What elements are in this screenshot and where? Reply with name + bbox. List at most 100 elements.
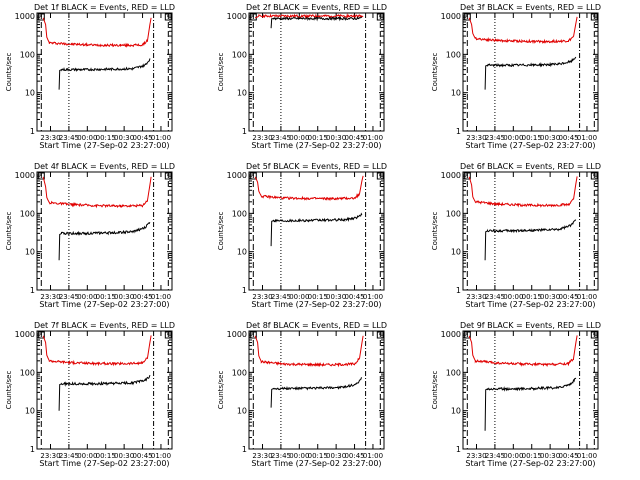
panel-2: Det 2f BLACK = Events, RED = LLD Counts/s…: [217, 3, 387, 150]
x-axis-label: Start Time (27-Sep-02 23:27:00): [39, 459, 169, 468]
x-tick-label: 00:30: [326, 134, 346, 142]
plot-frame: [36, 12, 173, 132]
x-tick-label: 01:00: [363, 293, 383, 301]
chart-title: Det 1f BLACK = Events, RED = LLD: [34, 3, 175, 12]
y-axis-label: Counts/sec: [431, 53, 439, 92]
y-tick-label: 10: [237, 248, 247, 257]
x-tick-label: 01:00: [363, 452, 383, 460]
y-tick-label: 1: [456, 445, 461, 454]
x-tick-label: 01:00: [151, 293, 171, 301]
chart-title: Det 9f BLACK = Events, RED = LLD: [460, 321, 601, 330]
x-axis-label: Start Time (27-Sep-02 23:27:00): [465, 300, 595, 309]
marker-box: [590, 331, 598, 339]
x-tick-label: 00:00: [77, 452, 97, 460]
chart-title: Det 6f BLACK = Events, RED = LLD: [460, 162, 601, 171]
y-axis-label: Counts/sec: [431, 212, 439, 251]
x-tick-label: 01:00: [151, 134, 171, 142]
y-tick-label: 1000: [227, 171, 247, 180]
x-axis-label: Start Time (27-Sep-02 23:27:00): [39, 300, 169, 309]
marker-box: [249, 331, 257, 339]
plot-frame: [36, 330, 173, 450]
x-tick-label: 01:00: [577, 452, 597, 460]
y-axis-label: Counts/sec: [5, 212, 13, 251]
x-tick-label: 00:15: [308, 452, 328, 460]
y-tick-label: 100: [446, 50, 461, 59]
events-series: [484, 377, 577, 431]
lld-series: [42, 176, 152, 209]
x-tick-label: 00:15: [308, 293, 328, 301]
y-axis-label: Counts/sec: [217, 371, 225, 410]
x-tick-label: 00:30: [114, 452, 134, 460]
x-tick-label: 00:00: [289, 134, 309, 142]
x-tick-label: 01:00: [577, 134, 597, 142]
panel-7: Det 7f BLACK = Events, RED = LLD Counts/s…: [5, 321, 175, 468]
x-tick-label: 00:00: [77, 293, 97, 301]
marker-box: [463, 13, 471, 21]
x-tick-label: 00:00: [503, 452, 523, 460]
x-tick-label: 00:15: [522, 452, 542, 460]
y-tick-label: 1: [242, 445, 247, 454]
x-tick-label: 23:45: [485, 293, 505, 301]
y-tick-label: 10: [451, 407, 461, 416]
events-series: [58, 221, 151, 261]
y-axis-label: Counts/sec: [217, 212, 225, 251]
lld-series: [254, 13, 364, 19]
plot-frame: [248, 330, 385, 450]
y-tick-label: 100: [20, 50, 35, 59]
x-tick-label: 00:30: [540, 134, 560, 142]
x-tick-label: 00:30: [326, 452, 346, 460]
y-axis-label: Counts/sec: [431, 371, 439, 410]
lld-series: [42, 17, 152, 48]
y-tick-label: 10: [25, 89, 35, 98]
marker-box: [376, 172, 384, 180]
marker-box: [590, 13, 598, 21]
plot-frame: [248, 171, 385, 291]
x-tick-label: 00:45: [344, 134, 364, 142]
x-tick-label: 00:30: [114, 293, 134, 301]
y-tick-label: 100: [232, 50, 247, 59]
y-tick-label: 100: [20, 368, 35, 377]
x-tick-label: 00:00: [503, 293, 523, 301]
plot-frame: [36, 171, 173, 291]
x-axis-label: Start Time (27-Sep-02 23:27:00): [465, 141, 595, 150]
marker-box: [164, 172, 172, 180]
x-tick-label: 00:15: [522, 134, 542, 142]
y-tick-label: 10: [451, 248, 461, 257]
x-tick-label: 00:00: [289, 293, 309, 301]
x-tick-label: 00:45: [344, 452, 364, 460]
plot-frame: [462, 171, 599, 291]
x-tick-label: 23:30: [466, 293, 486, 301]
events-series: [58, 58, 151, 90]
y-tick-label: 1000: [441, 330, 461, 339]
x-tick-label: 00:30: [326, 293, 346, 301]
x-tick-label: 23:45: [59, 452, 79, 460]
x-tick-label: 23:45: [271, 293, 291, 301]
x-tick-label: 00:45: [132, 452, 152, 460]
x-tick-label: 00:45: [132, 293, 152, 301]
x-tick-label: 00:15: [96, 452, 116, 460]
y-axis-label: Counts/sec: [5, 53, 13, 92]
x-tick-label: 23:30: [40, 134, 60, 142]
x-tick-label: 00:15: [96, 134, 116, 142]
plot-frame: [462, 12, 599, 132]
marker-box: [37, 13, 45, 21]
x-axis-label: Start Time (27-Sep-02 23:27:00): [39, 141, 169, 150]
y-tick-label: 1: [456, 127, 461, 136]
y-tick-label: 1: [30, 445, 35, 454]
plot-frame: [462, 330, 599, 450]
events-series: [58, 374, 151, 411]
y-tick-label: 100: [446, 368, 461, 377]
y-tick-label: 1: [30, 286, 35, 295]
y-tick-label: 1000: [15, 12, 35, 21]
y-tick-label: 1000: [15, 330, 35, 339]
x-tick-label: 01:00: [151, 452, 171, 460]
y-tick-label: 1: [456, 286, 461, 295]
marker-box: [463, 331, 471, 339]
chart-title: Det 5f BLACK = Events, RED = LLD: [246, 162, 387, 171]
marker-box: [463, 172, 471, 180]
panel-5: Det 5f BLACK = Events, RED = LLD Counts/s…: [217, 162, 387, 309]
y-tick-label: 10: [237, 407, 247, 416]
chart-title: Det 2f BLACK = Events, RED = LLD: [246, 3, 387, 12]
y-tick-label: 100: [232, 209, 247, 218]
lld-series: [468, 176, 578, 208]
